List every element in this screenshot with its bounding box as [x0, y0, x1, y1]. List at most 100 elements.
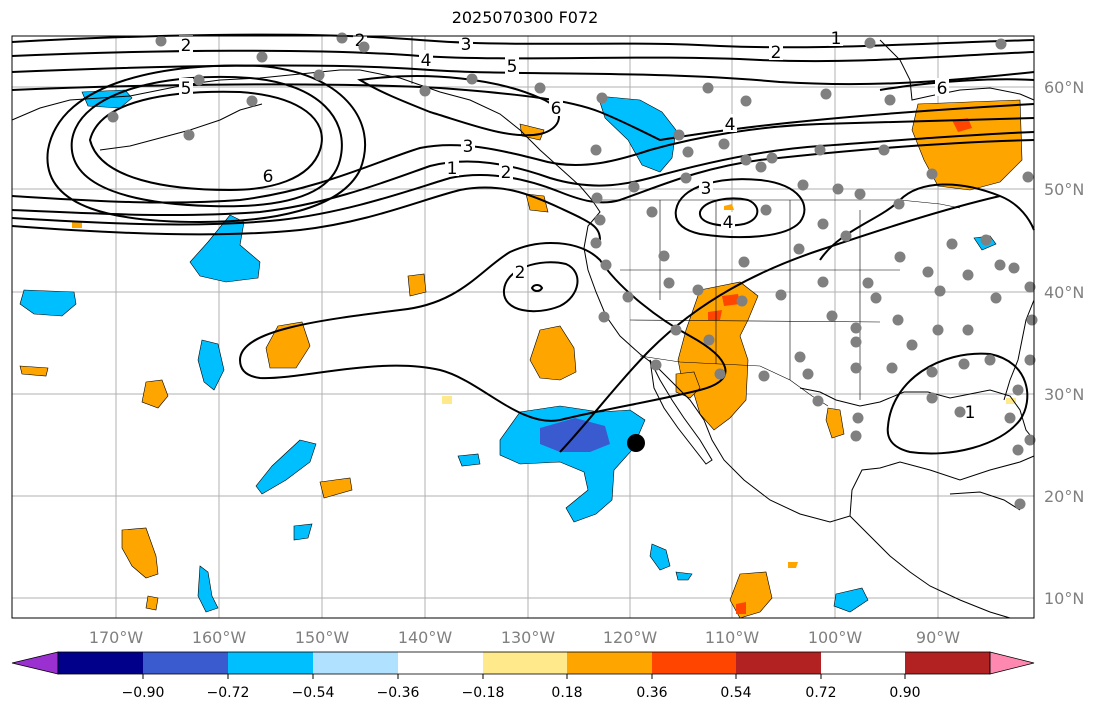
contour-low-interior	[674, 178, 806, 239]
station-dot	[755, 161, 767, 173]
fill-cyan-pac4	[255, 439, 317, 495]
station-dot	[870, 292, 882, 304]
station-dot	[932, 324, 944, 336]
map-frame	[11, 35, 1035, 619]
coast-cuba	[949, 491, 1021, 511]
contour-label-bg	[499, 162, 513, 180]
coastlines	[11, 39, 1035, 619]
fill-cyan-pac2	[19, 289, 77, 317]
station-dot	[594, 214, 606, 226]
station-dot	[990, 292, 1002, 304]
station-dot	[893, 198, 905, 210]
station-dot	[962, 324, 974, 336]
fill-orange-pac6	[121, 527, 159, 579]
fill-orange-small3	[724, 204, 734, 210]
station-dot	[740, 95, 752, 107]
station-dot	[714, 368, 726, 380]
colorbar-segment	[398, 652, 483, 674]
station-dot	[740, 154, 752, 166]
station-dot	[826, 310, 838, 322]
station-dot	[590, 144, 602, 156]
colorbar-tick-label: −0.54	[292, 685, 335, 701]
colorbar-segment	[652, 652, 736, 674]
contour-lines	[11, 33, 1035, 455]
lat-label: 40°N	[1044, 283, 1084, 302]
station-dot	[817, 276, 829, 288]
contour-label-bg	[935, 78, 949, 96]
fill-red-mex	[736, 602, 746, 614]
station-dot	[680, 172, 692, 184]
fill-cyan-bc	[597, 95, 677, 173]
fill-orange-pac7	[145, 595, 159, 611]
contour-label: 2	[355, 31, 366, 51]
colorbar-tick-label: −0.36	[377, 685, 420, 701]
station-dot	[820, 88, 832, 100]
contour-label: 5	[507, 57, 518, 77]
station-dot	[758, 370, 770, 382]
station-dot	[738, 256, 750, 268]
fill-cyan-mex	[649, 543, 671, 571]
station-dot	[658, 250, 670, 262]
fill-red-hudson	[952, 118, 972, 132]
contour-1-south	[559, 195, 1001, 453]
station-dot	[922, 266, 934, 278]
contour-label: 1	[831, 29, 842, 49]
contour-1	[11, 186, 601, 241]
station-dot	[760, 204, 772, 216]
map-frame-bg	[12, 36, 1034, 618]
station-dot	[534, 82, 546, 94]
colorbar-extend-max	[989, 651, 1035, 675]
lon-label: 110°W	[705, 628, 760, 647]
station-dot	[1024, 354, 1036, 366]
colorbar-tick-label: 0.36	[636, 685, 667, 701]
colorbar-segment	[905, 652, 990, 674]
station-dot	[934, 285, 946, 297]
coast-hudson	[879, 39, 1035, 101]
lon-label: 100°W	[808, 628, 863, 647]
station-dot	[646, 206, 658, 218]
station-dot	[1024, 434, 1036, 446]
contour-low-4	[46, 64, 366, 224]
contour-label-bg	[769, 42, 783, 60]
fill-cyan-mex2	[675, 571, 693, 581]
station-dot	[946, 238, 958, 250]
contour-label: 3	[463, 137, 474, 157]
contour-2-pac	[238, 242, 727, 422]
fill-orange-coast	[525, 193, 549, 213]
station-dot	[590, 237, 602, 249]
contour-label-bg	[513, 262, 527, 280]
station-dot	[864, 37, 876, 49]
station-dot	[600, 259, 612, 271]
contour-6-hudson	[879, 78, 1035, 91]
station-dot	[466, 73, 478, 85]
contour-label-bg	[829, 28, 843, 46]
longitude-labels: 170°W 160°W 150°W 140°W 130°W 120°W 110°W 100°W…	[89, 628, 960, 647]
station-dot	[894, 251, 906, 263]
station-dot	[419, 85, 431, 97]
station-dot	[852, 412, 864, 424]
border-states-h2	[629, 319, 881, 323]
coast-atlantic	[1003, 299, 1035, 401]
station-dot	[598, 311, 610, 323]
colorbar-tick-label: −0.18	[462, 685, 505, 701]
lon-label: 130°W	[501, 628, 556, 647]
colorbar: −0.90 −0.72 −0.54 −0.36 −0.18 0.18 0.36 0.54 0.7…	[11, 651, 1035, 701]
colorbar-tick-label: 0.90	[889, 685, 920, 701]
station-dot	[802, 368, 814, 380]
station-dot	[862, 277, 874, 289]
station-dot	[926, 366, 938, 378]
station-dot	[1024, 281, 1036, 293]
fill-cyan-pac7	[457, 453, 481, 467]
fill-orange-pac4	[407, 273, 427, 297]
station-dot	[107, 111, 119, 123]
contour-label-bg	[179, 35, 193, 53]
colorbar-segment	[228, 652, 313, 674]
lat-label: 10°N	[1044, 589, 1084, 608]
coast-gulf	[799, 387, 1035, 441]
contour-label: 6	[937, 79, 948, 99]
station-dot	[984, 354, 996, 366]
contour-label: 4	[421, 51, 432, 71]
coast-central-am	[849, 515, 1011, 619]
contour-label-bg	[505, 56, 519, 74]
